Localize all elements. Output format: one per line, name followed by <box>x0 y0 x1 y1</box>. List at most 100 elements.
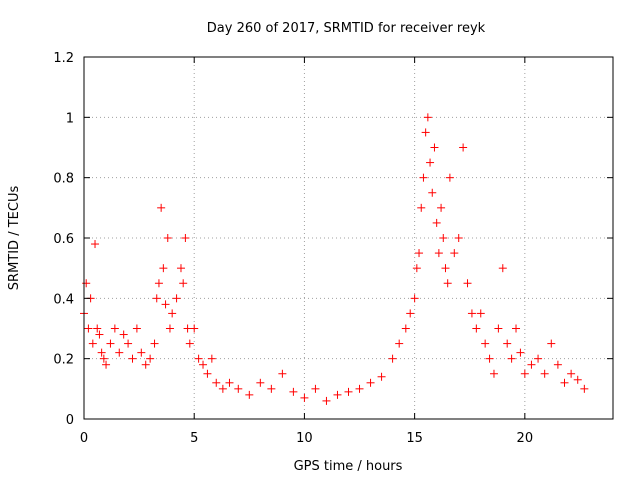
data-point <box>553 360 562 369</box>
data-point <box>580 384 589 393</box>
data-point <box>91 240 100 249</box>
x-axis-label: GPS time / hours <box>294 459 403 474</box>
data-point <box>489 369 498 378</box>
data-point <box>366 378 375 387</box>
grid-lines <box>84 57 613 419</box>
data-point <box>423 113 432 122</box>
data-point <box>401 324 410 333</box>
data-point <box>547 339 556 348</box>
data-point <box>168 309 177 318</box>
data-point <box>128 354 137 363</box>
data-point <box>190 324 199 333</box>
data-point <box>494 324 503 333</box>
data-point <box>163 234 172 242</box>
data-point <box>102 360 111 369</box>
data-point <box>412 264 421 273</box>
data-point <box>88 339 97 348</box>
data-point <box>481 339 490 348</box>
data-point <box>199 360 208 369</box>
data-point <box>395 339 404 348</box>
x-ticks: 0 5 10 15 20 <box>80 57 533 446</box>
data-point <box>520 369 529 378</box>
y-tick-label: 1 <box>66 111 74 126</box>
data-point <box>485 354 494 363</box>
data-point <box>82 279 91 288</box>
data-point <box>527 360 536 369</box>
data-point <box>161 300 170 309</box>
data-point <box>99 354 108 363</box>
data-point <box>234 384 243 393</box>
y-axis-label: SRMTID / TECUs <box>7 186 22 291</box>
data-point <box>516 348 525 357</box>
data-point <box>146 354 155 363</box>
data-point <box>154 279 163 288</box>
y-tick-label: 0.2 <box>53 353 74 368</box>
data-point <box>540 369 549 378</box>
data-point <box>152 294 161 303</box>
data-point <box>445 173 454 182</box>
data-point <box>421 128 430 137</box>
data-point <box>212 378 221 387</box>
data-point <box>179 279 188 288</box>
data-point <box>450 249 459 258</box>
data-point <box>503 339 512 348</box>
data-point <box>157 203 166 212</box>
data-point <box>115 348 124 357</box>
data-point <box>406 309 415 318</box>
data-point <box>207 354 216 363</box>
data-point <box>567 369 576 378</box>
data-point <box>459 143 468 152</box>
data-point <box>388 354 397 363</box>
data-point <box>176 264 185 273</box>
chart-title: Day 260 of 2017, SRMTID for receiver rey… <box>207 21 486 36</box>
data-point <box>256 378 265 387</box>
data-point <box>172 294 181 303</box>
y-tick-label: 1.2 <box>53 51 74 66</box>
data-point <box>410 294 419 303</box>
data-point <box>141 360 150 369</box>
data-point <box>467 309 476 318</box>
data-point <box>443 279 452 288</box>
data-point <box>437 203 446 212</box>
data-point <box>137 348 146 357</box>
data-point <box>300 393 309 402</box>
data-point <box>430 143 439 152</box>
data-point <box>439 234 448 242</box>
data-point <box>311 384 320 393</box>
x-tick-label: 5 <box>190 431 198 446</box>
data-point <box>426 158 435 167</box>
data-point <box>463 279 472 288</box>
data-point <box>498 264 507 273</box>
y-tick-label: 0.6 <box>53 232 74 247</box>
data-point <box>267 384 276 393</box>
data-points <box>80 113 589 405</box>
data-point <box>333 390 342 399</box>
data-point <box>454 234 463 242</box>
data-point <box>573 375 582 384</box>
data-point <box>106 339 115 348</box>
x-tick-label: 10 <box>296 431 313 446</box>
data-point <box>150 339 159 348</box>
data-point <box>507 354 516 363</box>
y-tick-label: 0.4 <box>53 292 74 307</box>
data-point <box>97 348 106 357</box>
data-point <box>512 324 521 333</box>
data-point <box>181 234 190 242</box>
data-point <box>218 384 227 393</box>
data-point <box>377 372 386 381</box>
data-point <box>194 354 203 363</box>
data-point <box>289 387 298 396</box>
data-point <box>185 339 194 348</box>
x-tick-label: 0 <box>80 431 88 446</box>
data-point <box>419 173 428 182</box>
x-tick-label: 20 <box>517 431 534 446</box>
data-point <box>355 384 364 393</box>
data-point <box>344 387 353 396</box>
data-point <box>472 324 481 333</box>
data-point <box>95 330 104 339</box>
data-point <box>245 390 254 399</box>
data-point <box>110 324 119 333</box>
data-point <box>432 218 441 227</box>
data-point <box>434 249 443 258</box>
